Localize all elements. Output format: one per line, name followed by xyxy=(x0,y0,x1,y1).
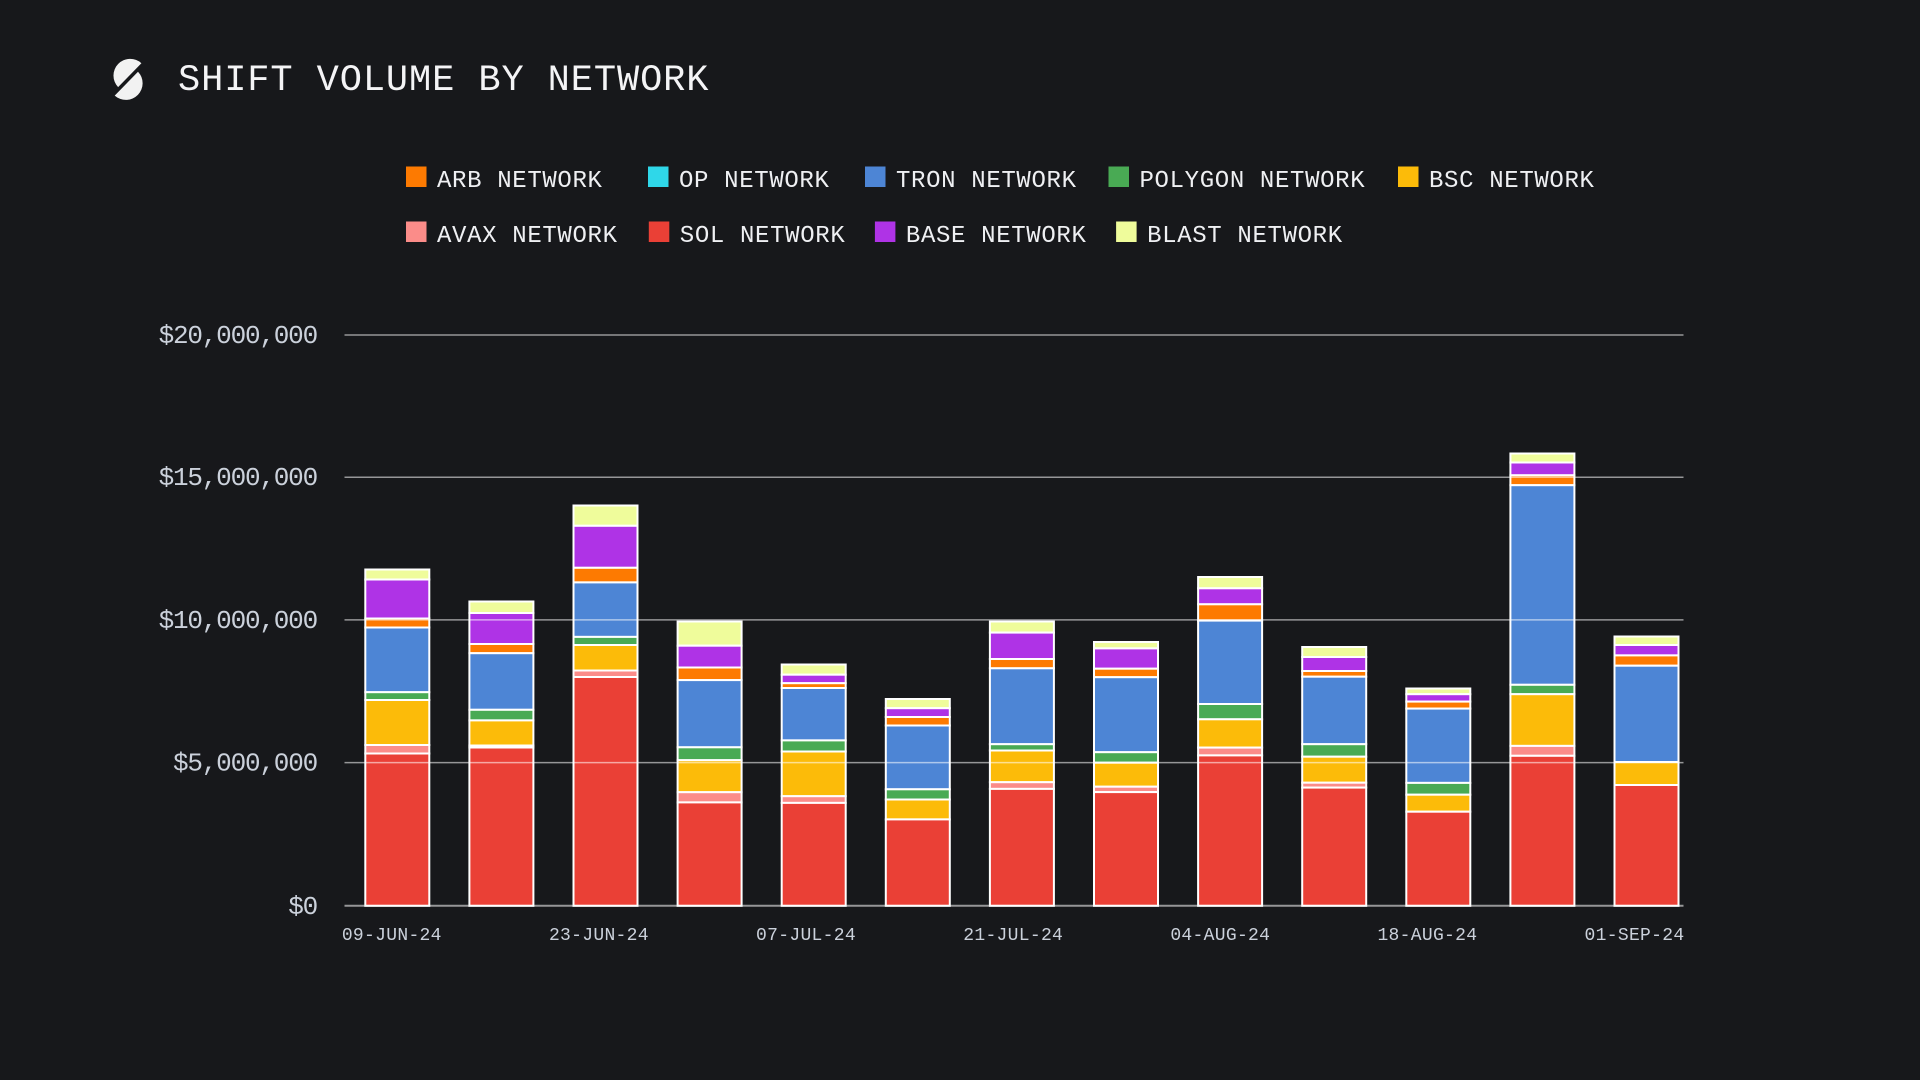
svg-text:04-AUG-24: 04-AUG-24 xyxy=(1170,926,1270,946)
svg-text:AVAX NETWORK: AVAX NETWORK xyxy=(437,223,618,250)
svg-text:$20,000,000: $20,000,000 xyxy=(159,321,317,351)
svg-text:$10,000,000: $10,000,000 xyxy=(159,606,317,636)
svg-text:$5,000,000: $5,000,000 xyxy=(173,749,317,779)
svg-text:SOL NETWORK: SOL NETWORK xyxy=(680,223,846,250)
svg-text:$0: $0 xyxy=(288,892,317,922)
svg-text:09-JUN-24: 09-JUN-24 xyxy=(342,926,442,946)
svg-text:ARB NETWORK: ARB NETWORK xyxy=(437,168,603,195)
svg-text:BASE NETWORK: BASE NETWORK xyxy=(906,223,1087,250)
svg-text:$15,000,000: $15,000,000 xyxy=(159,463,317,493)
svg-text:01-SEP-24: 01-SEP-24 xyxy=(1585,926,1685,946)
svg-text:18-AUG-24: 18-AUG-24 xyxy=(1377,926,1477,946)
svg-text:21-JUL-24: 21-JUL-24 xyxy=(963,926,1063,946)
svg-text:BSC NETWORK: BSC NETWORK xyxy=(1429,168,1595,195)
svg-text:07-JUL-24: 07-JUL-24 xyxy=(756,926,856,946)
svg-text:TRON NETWORK: TRON NETWORK xyxy=(896,168,1077,195)
svg-text:OP NETWORK: OP NETWORK xyxy=(679,168,830,195)
svg-text:23-JUN-24: 23-JUN-24 xyxy=(549,926,649,946)
svg-text:SHIFT VOLUME BY NETWORK: SHIFT VOLUME BY NETWORK xyxy=(178,60,709,102)
svg-text:BLAST NETWORK: BLAST NETWORK xyxy=(1147,223,1343,250)
svg-text:POLYGON NETWORK: POLYGON NETWORK xyxy=(1140,168,1366,195)
